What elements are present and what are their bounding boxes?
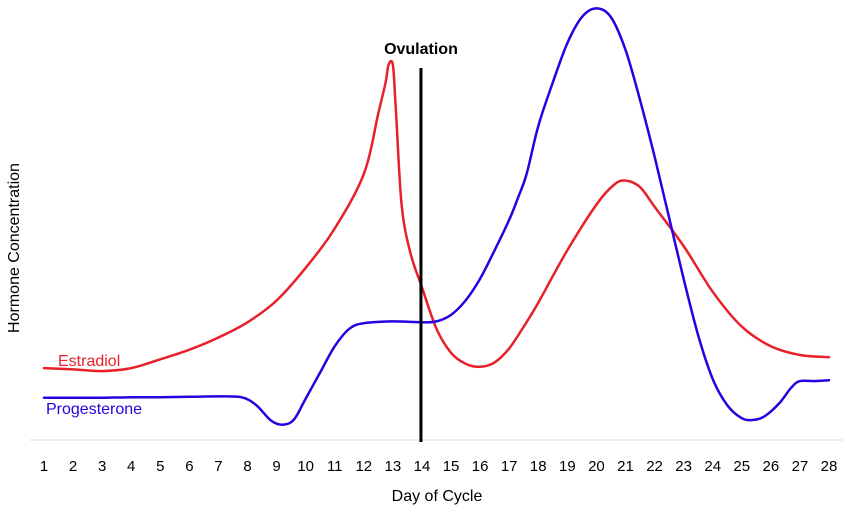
x-tick-label: 18 (530, 458, 547, 475)
x-axis-title: Day of Cycle (392, 488, 483, 505)
x-tick-label: 14 (414, 458, 431, 475)
x-tick-label: 9 (272, 458, 280, 475)
x-tick-label: 1 (40, 458, 48, 475)
x-tick-label: 13 (385, 458, 402, 475)
x-tick-label: 17 (501, 458, 518, 475)
ovulation-label: Ovulation (384, 41, 458, 58)
x-tick-label: 20 (588, 458, 605, 475)
x-tick-label: 26 (763, 458, 780, 475)
x-tick-labels: 1 2 3 4 5 6 7 8 9 10 11 12 13 14 15 16 17 18 19 20 21 22 23 24 2… (40, 458, 838, 475)
x-tick-label: 28 (821, 458, 838, 475)
x-tick-label: 15 (443, 458, 460, 475)
x-tick-label: 5 (156, 458, 164, 475)
ovulation-marker-layer: Ovulation (384, 41, 458, 442)
x-tick-label: 10 (297, 458, 314, 475)
x-tick-label: 2 (69, 458, 77, 475)
series-labels: Estradiol Progesterone (46, 353, 142, 418)
series-layer (42, 7, 831, 426)
progesterone-line (42, 7, 831, 426)
x-tick-label: 19 (559, 458, 576, 475)
x-tick-label: 27 (792, 458, 809, 475)
x-tick-label: 24 (704, 458, 721, 475)
x-tick-label: 21 (617, 458, 634, 475)
y-axis-title: Hormone Concentration (6, 163, 23, 333)
x-tick-label: 4 (127, 458, 135, 475)
x-tick-label: 3 (98, 458, 106, 475)
x-tick-label: 7 (214, 458, 222, 475)
x-tick-label: 22 (646, 458, 663, 475)
estradiol-label: Estradiol (58, 353, 120, 370)
x-tick-label: 6 (185, 458, 193, 475)
x-tick-label: 23 (675, 458, 692, 475)
estradiol-line (42, 59, 831, 373)
x-tick-label: 12 (355, 458, 372, 475)
x-tick-label: 8 (243, 458, 251, 475)
x-tick-label: 25 (733, 458, 750, 475)
x-tick-label: 11 (327, 458, 343, 475)
x-tick-label: 16 (472, 458, 489, 475)
progesterone-label: Progesterone (46, 401, 142, 418)
